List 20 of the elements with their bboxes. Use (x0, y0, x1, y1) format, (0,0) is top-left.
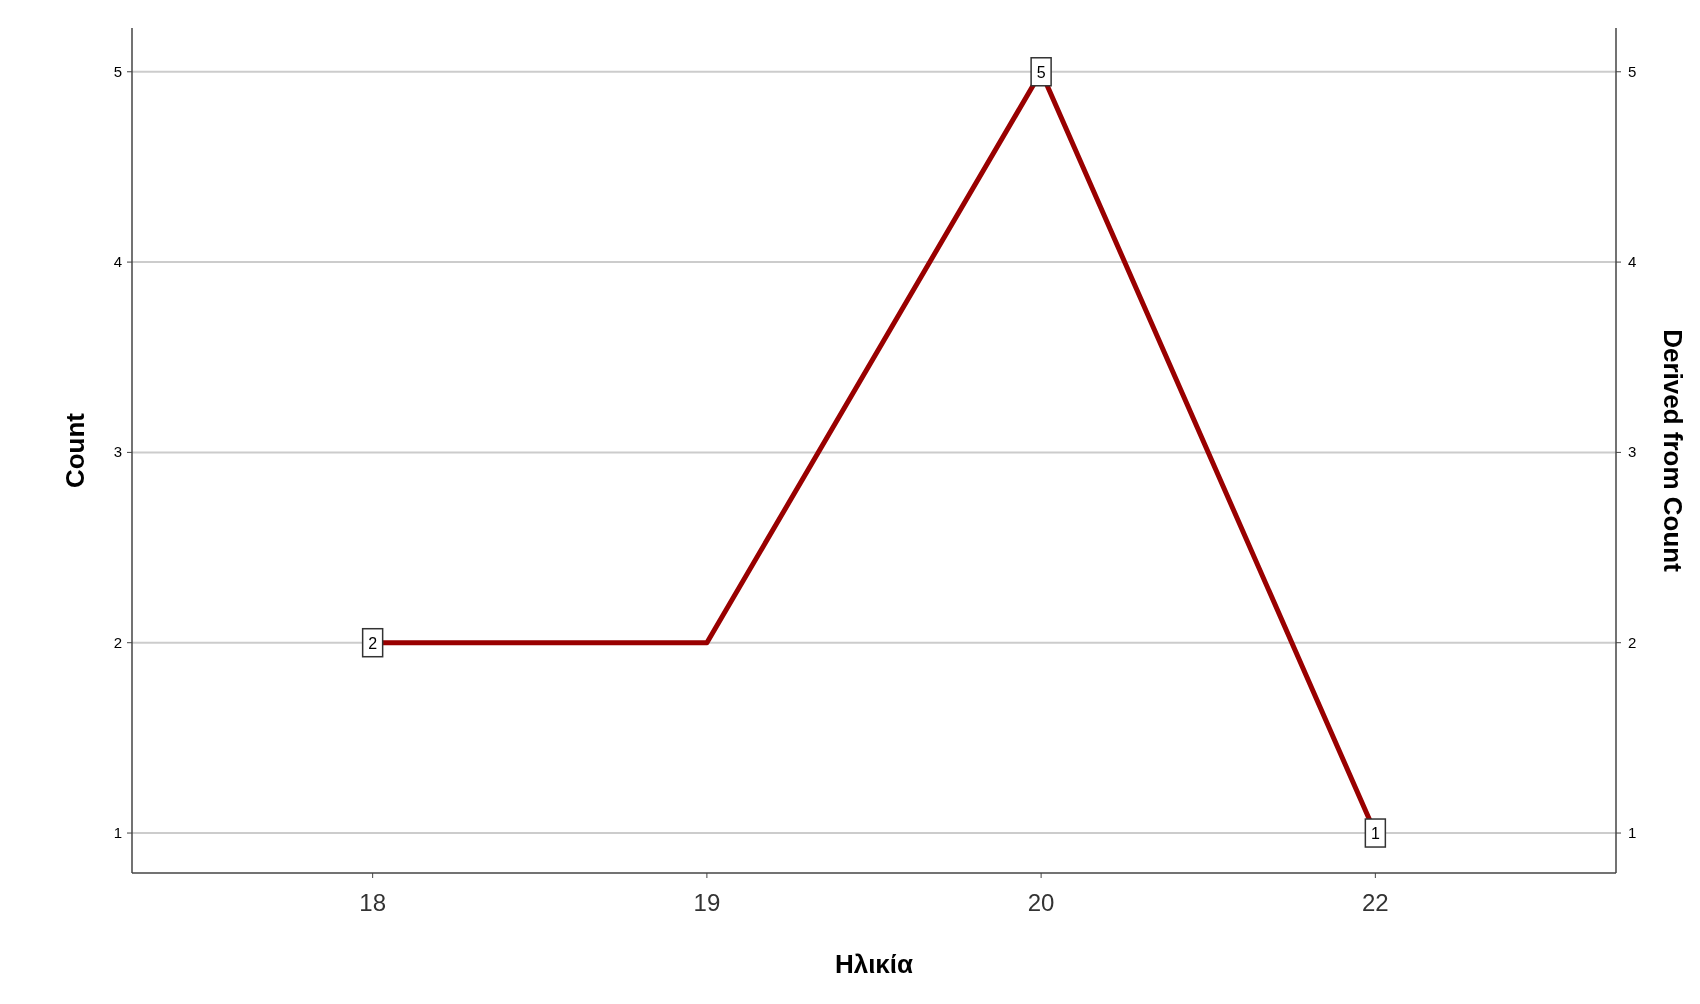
y-tick-label: 3 (113, 443, 122, 461)
x-tick-label: 19 (693, 889, 721, 916)
y2-tick-label: 4 (1628, 253, 1637, 271)
x-tick-label: 20 (1027, 889, 1055, 916)
y2-axis-title: Derived from Count (1658, 329, 1688, 573)
y2-tick-label: 5 (1628, 62, 1637, 80)
y-tick-label: 4 (113, 253, 122, 271)
data-label: 1 (1370, 825, 1380, 843)
x-tick-label: 18 (359, 889, 386, 916)
y-tick-label: 5 (113, 62, 122, 80)
y-axis-title: Count (60, 412, 90, 489)
x-axis-title: Ηλικία (834, 949, 914, 979)
y2-tick-label: 2 (1628, 633, 1637, 651)
data-label: 5 (1036, 63, 1046, 81)
y-tick-label: 1 (113, 824, 122, 842)
x-tick-label: 22 (1362, 889, 1389, 916)
data-label: 2 (368, 634, 378, 652)
y2-tick-label: 1 (1628, 824, 1637, 842)
y-tick-label: 2 (113, 633, 122, 651)
y2-tick-label: 3 (1628, 443, 1637, 461)
